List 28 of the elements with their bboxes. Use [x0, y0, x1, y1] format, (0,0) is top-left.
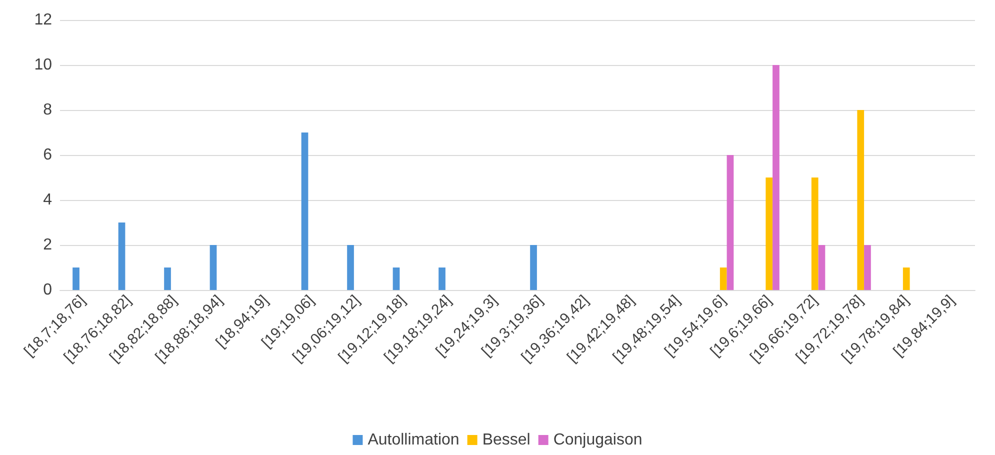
y-tick-label: 4: [43, 192, 52, 208]
bar: [857, 110, 864, 290]
bar: [902, 268, 910, 290]
bar: [864, 245, 871, 290]
bar: [438, 268, 446, 290]
legend-label: Conjugaison: [553, 432, 642, 448]
bar: [301, 132, 308, 290]
y-tick-label: 6: [43, 146, 52, 164]
bar: [72, 268, 80, 290]
bar: [118, 222, 126, 290]
bar: [772, 65, 780, 290]
bar: [164, 268, 171, 290]
y-tick-label: 10: [34, 56, 52, 74]
bar: [392, 268, 400, 290]
y-tick-label: 0: [43, 282, 52, 298]
bar: [766, 178, 773, 290]
legend-label: Bessel: [482, 432, 530, 448]
bar: [347, 245, 354, 290]
bar: [818, 245, 826, 290]
bar: [720, 268, 727, 290]
bar: [530, 245, 537, 290]
bar: [210, 245, 217, 290]
bar: [811, 178, 818, 290]
legend-label: Autollimation: [368, 432, 460, 448]
y-tick-label: 12: [34, 12, 52, 28]
bar: [726, 155, 734, 290]
y-tick-label: 8: [43, 102, 52, 118]
y-tick-label: 2: [43, 236, 52, 254]
